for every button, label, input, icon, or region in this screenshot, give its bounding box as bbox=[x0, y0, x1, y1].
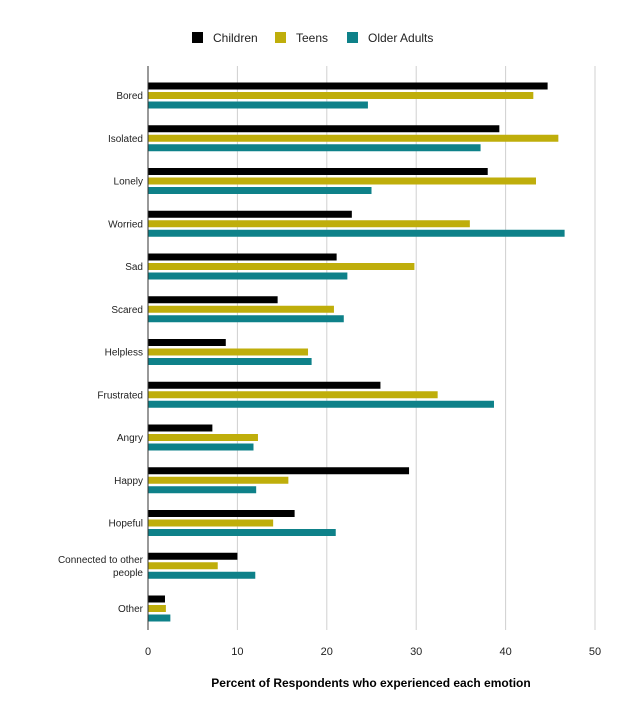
bar bbox=[148, 177, 536, 185]
bar bbox=[148, 101, 368, 109]
bar bbox=[148, 305, 334, 313]
bar bbox=[148, 424, 213, 432]
x-tick-label: 40 bbox=[499, 646, 511, 658]
bar bbox=[148, 358, 312, 365]
category-label: Frustrated bbox=[97, 390, 143, 401]
bar bbox=[148, 605, 166, 612]
legend-label: Children bbox=[213, 31, 258, 45]
x-tick-label: 20 bbox=[321, 646, 333, 658]
x-tick-label: 0 bbox=[145, 646, 151, 658]
bar bbox=[148, 144, 481, 152]
bar bbox=[148, 210, 352, 218]
legend-swatch bbox=[192, 32, 203, 43]
category-label: Sad bbox=[125, 262, 143, 273]
bar bbox=[148, 82, 548, 90]
bar bbox=[148, 391, 438, 399]
bar bbox=[148, 125, 500, 133]
legend-swatch bbox=[347, 32, 358, 43]
bar bbox=[148, 614, 171, 622]
bar bbox=[148, 168, 488, 175]
bar bbox=[148, 339, 226, 346]
bar bbox=[148, 443, 254, 451]
category-label: Happy bbox=[114, 476, 143, 487]
legend-label: Older Adults bbox=[368, 31, 433, 45]
category-label: Scared bbox=[111, 305, 143, 316]
bar bbox=[148, 467, 410, 475]
bar bbox=[148, 272, 348, 280]
x-tick-label: 10 bbox=[231, 646, 243, 658]
legend-swatch bbox=[275, 32, 286, 43]
bar bbox=[148, 134, 559, 142]
bar bbox=[148, 315, 344, 323]
bar bbox=[148, 253, 337, 261]
legend: Children Teens Older Adults bbox=[192, 31, 433, 45]
category-label: Helpless bbox=[105, 348, 143, 359]
x-tick-label: 30 bbox=[410, 646, 422, 658]
category-label: people bbox=[113, 568, 143, 579]
bar bbox=[148, 187, 372, 194]
bar bbox=[148, 519, 274, 527]
bar bbox=[148, 571, 256, 579]
category-label: Hopeful bbox=[109, 519, 143, 530]
bar bbox=[148, 562, 218, 570]
bar bbox=[148, 348, 309, 356]
category-label: Bored bbox=[116, 91, 143, 102]
bar bbox=[148, 229, 565, 237]
bar bbox=[148, 400, 494, 408]
bars bbox=[148, 82, 565, 622]
category-label: Isolated bbox=[108, 134, 143, 145]
bar bbox=[148, 529, 336, 536]
bar bbox=[148, 595, 165, 603]
bar bbox=[148, 476, 289, 484]
legend-label: Teens bbox=[296, 31, 328, 45]
category-label: Angry bbox=[117, 433, 143, 444]
bar bbox=[148, 92, 534, 99]
category-label: Connected to other bbox=[58, 555, 144, 566]
bar bbox=[148, 263, 415, 270]
bar bbox=[148, 381, 381, 389]
x-tick-label: 50 bbox=[589, 646, 601, 658]
x-tick-labels: 0 10 20 30 40 50 bbox=[145, 646, 601, 658]
bar bbox=[148, 434, 258, 441]
category-labels: Bored Isolated Lonely Worried Sad Scared Helpl… bbox=[58, 91, 144, 615]
bar bbox=[148, 552, 238, 560]
category-label: Lonely bbox=[114, 177, 143, 188]
x-axis-title: Percent of Respondents who experienced e… bbox=[211, 676, 530, 690]
bar bbox=[148, 510, 295, 517]
category-label: Other bbox=[118, 604, 144, 615]
bar bbox=[148, 296, 278, 304]
category-label: Worried bbox=[108, 219, 143, 230]
bar bbox=[148, 220, 470, 228]
bar bbox=[148, 486, 257, 494]
